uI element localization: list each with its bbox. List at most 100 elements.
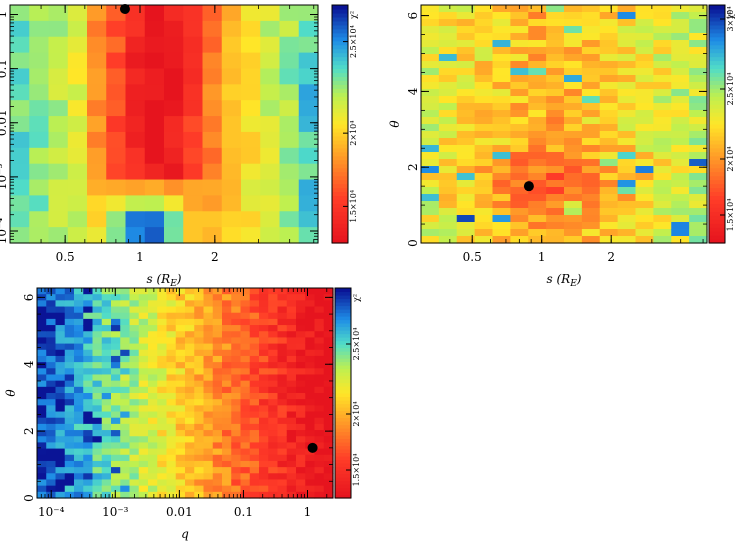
heatmap-cell xyxy=(305,405,316,413)
heatmap-cell xyxy=(129,393,140,400)
heatmap-cell xyxy=(653,75,672,83)
heatmap-cell xyxy=(240,399,251,406)
heatmap-cell xyxy=(101,399,112,406)
heatmap-cell xyxy=(185,300,195,308)
heatmap-cell xyxy=(279,5,300,22)
heatmap-cell xyxy=(241,211,261,228)
heatmap-cell xyxy=(125,36,146,54)
heatmap-cell xyxy=(37,460,47,468)
heatmap-cell xyxy=(581,33,601,41)
heatmap-cell xyxy=(599,145,619,153)
heatmap-cell xyxy=(421,61,440,69)
heatmap-cell xyxy=(323,331,334,339)
heatmap-cell xyxy=(279,179,300,196)
colorbar-swatch xyxy=(332,211,348,216)
heatmap-cell xyxy=(46,442,57,450)
heatmap-cell xyxy=(653,187,672,195)
heatmap-cell xyxy=(323,405,334,413)
heatmap-cell xyxy=(617,89,637,97)
heatmap-cell xyxy=(92,436,103,444)
heatmap-cell xyxy=(194,386,205,394)
heatmap-cell xyxy=(129,355,140,363)
heatmap-cell xyxy=(528,201,547,209)
heatmap-cell xyxy=(175,349,186,357)
heatmap-cell xyxy=(87,131,107,149)
heatmap-cell xyxy=(222,318,232,326)
heatmap-cell xyxy=(125,84,146,101)
heatmap-cell xyxy=(92,430,103,437)
heatmap-cell xyxy=(166,325,177,332)
heatmap-cell xyxy=(111,300,121,308)
heatmap-cell xyxy=(617,26,637,34)
heatmap-cell xyxy=(689,138,708,146)
colorbar-swatch xyxy=(709,104,725,109)
heatmap-cell xyxy=(564,110,583,118)
heatmap-cell xyxy=(111,349,121,357)
heatmap-cell xyxy=(456,96,476,104)
heatmap-cell xyxy=(510,40,529,48)
heatmap-cell xyxy=(92,331,103,339)
heatmap-cell xyxy=(635,89,654,97)
heatmap-cell xyxy=(286,454,297,462)
heatmap-cell xyxy=(298,68,319,85)
heatmap-cell xyxy=(74,349,84,357)
heatmap-cell xyxy=(74,288,84,295)
heatmap-cell xyxy=(546,145,565,153)
heatmap-cell xyxy=(323,362,334,369)
heatmap-cell xyxy=(617,47,637,55)
heatmap-cell xyxy=(106,20,127,38)
heatmap-cell xyxy=(194,417,205,425)
heatmap-cell xyxy=(260,147,281,165)
heatmap-cell xyxy=(46,485,57,493)
heatmap-cell xyxy=(138,393,149,400)
heatmap-cell xyxy=(37,485,47,493)
heatmap-cell xyxy=(194,473,205,481)
colorbar-swatch xyxy=(332,124,348,129)
heatmap-cell xyxy=(286,306,297,314)
heatmap-cell xyxy=(528,5,547,13)
heatmap-cell xyxy=(10,211,30,228)
heatmap-cell xyxy=(259,473,269,481)
heatmap-cell xyxy=(125,131,146,149)
heatmap-cell xyxy=(581,201,601,209)
heatmap-cell xyxy=(120,417,131,425)
heatmap-cell xyxy=(268,386,279,394)
heatmap-cell xyxy=(259,467,269,474)
heatmap-cell xyxy=(438,166,458,174)
heatmap-cell xyxy=(194,294,205,301)
heatmap-cell xyxy=(617,19,637,27)
heatmap-cell xyxy=(87,84,107,101)
heatmap-cell xyxy=(175,337,186,345)
heatmap-cell xyxy=(492,173,511,181)
heatmap-cell xyxy=(241,163,261,181)
colorbar-swatch xyxy=(335,494,351,499)
heatmap-cell xyxy=(144,227,165,244)
heatmap-cell xyxy=(268,325,279,332)
heatmap-cell xyxy=(689,201,708,209)
heatmap-cell xyxy=(249,380,260,388)
heatmap-cell xyxy=(296,386,306,394)
heatmap-cell xyxy=(635,124,654,132)
heatmap-cell xyxy=(286,331,297,339)
heatmap-cell xyxy=(129,436,140,444)
heatmap-cell xyxy=(185,405,195,413)
heatmap-cell xyxy=(10,163,30,181)
heatmap-cell xyxy=(64,430,75,437)
colorbar-swatch xyxy=(335,463,351,468)
heatmap-cell xyxy=(203,417,214,425)
heatmap-cell xyxy=(157,448,168,456)
heatmap-cell xyxy=(259,442,269,450)
heatmap-cell xyxy=(111,411,121,419)
heatmap-cell xyxy=(221,179,242,196)
heatmap-cell xyxy=(635,5,654,13)
colorbar-swatch xyxy=(332,195,348,200)
heatmap-cell xyxy=(323,460,334,468)
heatmap-cell xyxy=(37,362,47,369)
heatmap-cell xyxy=(138,337,149,345)
heatmap-cell xyxy=(138,479,149,487)
heatmap-cell xyxy=(175,460,186,468)
heatmap-cell xyxy=(421,180,440,188)
heatmap-cell xyxy=(166,399,177,406)
heatmap-cell xyxy=(125,211,146,228)
